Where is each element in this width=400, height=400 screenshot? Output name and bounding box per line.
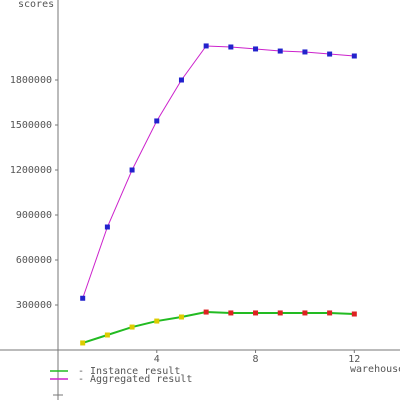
point-marker	[277, 48, 283, 54]
point-marker	[178, 77, 184, 83]
point-marker	[80, 340, 86, 346]
point-marker	[104, 332, 110, 338]
x-tick-label: 4	[154, 354, 160, 365]
series-line	[82, 45, 355, 299]
y-tick-label: 1500000	[10, 120, 52, 131]
x-axis-label: warehouses	[350, 364, 400, 375]
point-marker	[129, 167, 135, 173]
point-marker	[302, 49, 308, 55]
point-marker	[154, 318, 160, 324]
y-axis-label: scores	[18, 0, 54, 10]
point-marker	[80, 295, 86, 301]
point-marker	[178, 314, 184, 320]
point-marker	[327, 51, 333, 57]
point-marker	[302, 310, 308, 316]
point-marker	[228, 310, 234, 316]
point-marker	[203, 43, 209, 49]
x-tick-label: 8	[253, 354, 259, 365]
point-marker	[277, 310, 283, 316]
point-marker	[253, 46, 259, 52]
y-tick-label: 600000	[16, 255, 52, 266]
x-tick-label: 12	[348, 354, 360, 365]
point-marker	[327, 310, 333, 316]
point-marker	[351, 53, 357, 59]
point-marker	[253, 310, 259, 316]
point-marker	[228, 44, 234, 50]
y-tick-label: 1800000	[10, 75, 52, 86]
y-tick-label: 1200000	[10, 165, 52, 176]
series-line	[82, 311, 355, 344]
point-marker	[351, 311, 357, 317]
legend-label: - Aggregated result	[78, 374, 192, 385]
legend-label: - Instance result	[78, 366, 180, 377]
point-marker	[104, 224, 110, 230]
y-tick-label: 300000	[16, 300, 52, 311]
point-marker	[129, 324, 135, 330]
point-marker	[154, 118, 160, 124]
point-marker	[203, 309, 209, 315]
y-tick-label: 900000	[16, 210, 52, 221]
